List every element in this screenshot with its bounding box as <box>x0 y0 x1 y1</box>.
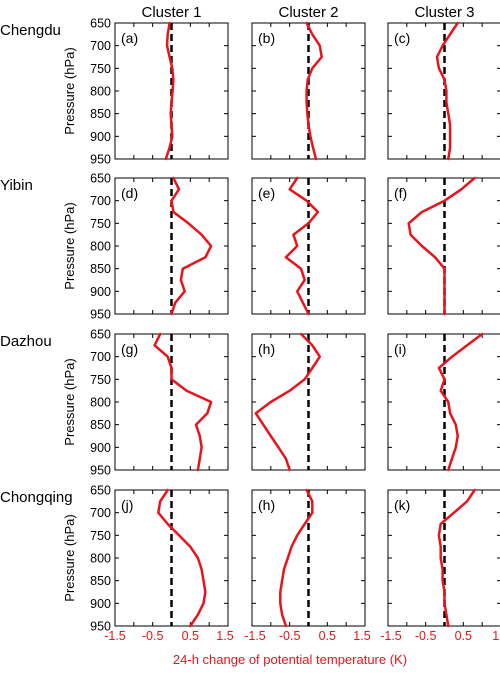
column-title: Cluster 1 <box>141 4 201 21</box>
profile-line <box>164 21 175 161</box>
y-tick-label: 700 <box>90 39 111 53</box>
panel-label: (f) <box>394 185 407 201</box>
y-tick-label: 800 <box>90 552 111 566</box>
panel-label: (g) <box>121 341 138 357</box>
panel-1: (a) <box>114 21 229 161</box>
y-axis-label: Pressure (hPa) <box>62 202 77 289</box>
y-axis-labels: Pressure (hPa) 650 700 750 800 850 900 950 Press… <box>62 17 111 634</box>
x-tick-label: -0.5 <box>279 629 301 643</box>
x-axis-label: 24-h change of potential temperature (K) <box>173 652 407 667</box>
panel-2: (b) <box>251 21 366 161</box>
panel-label: (k) <box>394 497 410 513</box>
x-tick-label: 1.5 <box>353 629 370 643</box>
column-title: Cluster 3 <box>414 4 474 21</box>
x-tick-label: 0.5 <box>319 629 336 643</box>
y-tick-label: 700 <box>90 350 111 364</box>
y-tick-label: 750 <box>90 62 111 76</box>
panel-3: (c) <box>387 21 500 161</box>
row-label: Chongqing <box>0 489 73 506</box>
panel-label: (j) <box>121 497 133 513</box>
y-axis-label: Pressure (hPa) <box>62 358 77 445</box>
panel-label: (e) <box>258 185 275 201</box>
y-tick-label: 900 <box>90 285 111 299</box>
profile-line <box>157 488 207 628</box>
panel-label: (c) <box>394 30 410 46</box>
y-tick-label: 750 <box>90 217 111 231</box>
panel-8: (h) <box>251 332 366 472</box>
y-tick-label: 800 <box>90 85 111 99</box>
column-title: Cluster 2 <box>278 4 338 21</box>
x-tick-label: -1.5 <box>244 629 266 643</box>
profile-line <box>305 21 323 161</box>
panel-5: (e) <box>251 176 366 316</box>
y-tick-label: 850 <box>90 107 111 121</box>
column-titles: Cluster 1 Cluster 2 Cluster 3 <box>141 4 474 21</box>
x-tick-label: -0.5 <box>415 629 437 643</box>
profile-line <box>407 176 476 316</box>
y-tick-label: 650 <box>90 484 111 498</box>
profile-line <box>437 488 476 628</box>
x-tick-label: -1.5 <box>380 629 402 643</box>
y-tick-label: 850 <box>90 262 111 276</box>
y-tick-label: 850 <box>90 418 111 432</box>
y-tick-label: 950 <box>90 153 111 167</box>
y-tick-label: 700 <box>90 194 111 208</box>
profile-line <box>279 488 314 628</box>
panel-label: (h) <box>258 497 275 513</box>
panel-label: (a) <box>121 30 138 46</box>
y-tick-label: 800 <box>90 240 111 254</box>
x-tick-label: 1.5 <box>492 629 500 643</box>
panel-6: (f) <box>387 176 500 316</box>
row-label: Yibin <box>0 177 33 194</box>
row-label: Dazhou <box>0 333 52 350</box>
profile-line <box>254 332 322 472</box>
y-axis-label: Pressure (hPa) <box>62 514 77 601</box>
panel-label: (b) <box>258 30 275 46</box>
panel-label: (d) <box>121 185 138 201</box>
y-tick-label: 700 <box>90 506 111 520</box>
panel-7: (g) <box>114 332 229 472</box>
y-tick-label: 650 <box>90 17 111 31</box>
panel-label: (h) <box>258 341 275 357</box>
row-label: Chengdu <box>0 22 61 39</box>
profile-line <box>437 332 484 472</box>
profile-line <box>153 332 213 472</box>
y-tick-label: 950 <box>90 308 111 322</box>
y-axis-label: Pressure (hPa) <box>62 47 77 134</box>
panel-4: (d) <box>114 176 229 316</box>
panel-12: (k) <box>387 488 500 628</box>
y-tick-label: 750 <box>90 373 111 387</box>
profile-line <box>435 21 459 161</box>
profile-line <box>170 176 213 316</box>
x-tick-label: -1.5 <box>104 629 126 643</box>
x-tick-label: 0.5 <box>455 629 472 643</box>
panel-11: (h) <box>251 488 366 628</box>
row-labels: Chengdu Yibin Dazhou Chongqing <box>0 22 73 506</box>
y-tick-label: 900 <box>90 597 111 611</box>
y-tick-label: 950 <box>90 464 111 478</box>
panel-grid: (a) (b) (c) (d) (e) (f) (g) (h) (i) (j) (h) (k) <box>114 21 500 628</box>
x-tick-label: -0.5 <box>142 629 164 643</box>
profile-line <box>284 176 320 316</box>
panel-9: (i) <box>387 332 500 472</box>
x-tick-labels: -1.5 -0.5 0.5 1.5 -1.5 -0.5 0.5 1.5 -1.5 -0.5 0.5 1… <box>104 629 500 643</box>
y-tick-label: 900 <box>90 441 111 455</box>
x-tick-label: 1.5 <box>216 629 233 643</box>
y-tick-label: 650 <box>90 172 111 186</box>
panel-label: (i) <box>394 341 406 357</box>
x-tick-label: 0.5 <box>182 629 199 643</box>
panel-10: (j) <box>114 488 229 628</box>
y-tick-label: 800 <box>90 396 111 410</box>
y-tick-label: 950 <box>90 620 111 634</box>
y-tick-label: 750 <box>90 529 111 543</box>
y-tick-label: 850 <box>90 574 111 588</box>
y-tick-label: 900 <box>90 130 111 144</box>
y-tick-label: 650 <box>90 328 111 342</box>
